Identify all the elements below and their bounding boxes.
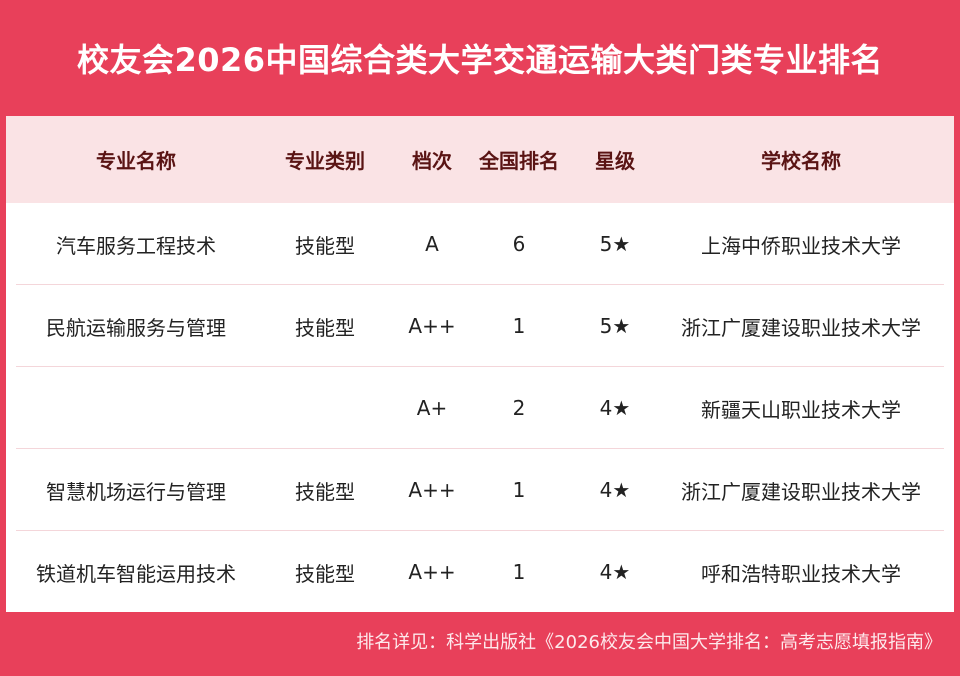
source-note: 排名详见：科学出版社《2026校友会中国大学排名：高考志愿填报指南》 xyxy=(356,632,942,653)
page-title: 校友会2026中国综合类大学交通运输大类门类专业排名 xyxy=(76,41,884,79)
cell-national-rank: 1 xyxy=(512,314,526,338)
cell-major-type: 技能型 xyxy=(295,479,355,504)
cell-grade: A++ xyxy=(408,560,456,584)
row-divider xyxy=(16,284,944,285)
header-national-rank: 全国排名 xyxy=(479,149,559,173)
row-divider xyxy=(16,448,944,449)
cell-major-name: 智慧机场运行与管理 xyxy=(46,479,226,504)
cell-school-name: 浙江广厦建设职业技术大学 xyxy=(681,315,921,340)
cell-major-type: 技能型 xyxy=(295,561,355,586)
row-divider xyxy=(16,530,944,531)
cell-major-name: 汽车服务工程技术 xyxy=(56,233,216,258)
cell-national-rank: 6 xyxy=(512,232,526,256)
cell-major-name: 铁道机车智能运用技术 xyxy=(36,561,236,586)
cell-grade: A++ xyxy=(408,478,456,502)
cell-stars: 5★ xyxy=(599,314,631,338)
cell-stars: 4★ xyxy=(599,478,631,502)
cell-major-type: 技能型 xyxy=(295,233,355,258)
cell-national-rank: 1 xyxy=(512,478,526,502)
cell-school-name: 上海中侨职业技术大学 xyxy=(701,233,901,258)
cell-stars: 4★ xyxy=(599,560,631,584)
row-divider xyxy=(16,366,944,367)
cell-school-name: 浙江广厦建设职业技术大学 xyxy=(681,479,921,504)
cell-major-type: 技能型 xyxy=(295,315,355,340)
cell-stars: 5★ xyxy=(599,232,631,256)
cell-national-rank: 1 xyxy=(512,560,526,584)
table-row: 民航运输服务与管理 技能型 A++ 1 5★ 浙江广厦建设职业技术大学 xyxy=(6,285,954,367)
header-school-name: 学校名称 xyxy=(761,149,841,173)
cell-major-type xyxy=(268,367,382,449)
cell-school-name: 新疆天山职业技术大学 xyxy=(701,397,901,422)
header-major-type: 专业类别 xyxy=(285,149,365,173)
cell-major-name xyxy=(20,367,252,449)
table-row: 铁道机车智能运用技术 技能型 A++ 1 4★ 呼和浩特职业技术大学 xyxy=(6,531,954,613)
cell-school-name: 呼和浩特职业技术大学 xyxy=(701,561,901,586)
header-stars: 星级 xyxy=(595,149,635,173)
cell-major-name: 民航运输服务与管理 xyxy=(46,315,226,340)
table-row: 汽车服务工程技术 技能型 A 6 5★ 上海中侨职业技术大学 xyxy=(6,203,954,285)
header-grade: 档次 xyxy=(412,149,452,173)
cell-stars: 4★ xyxy=(599,396,631,420)
cell-national-rank: 2 xyxy=(512,396,526,420)
cell-grade: A xyxy=(425,232,439,256)
ranking-table: 专业名称 专业类别 档次 全国排名 星级 学校名称 汽车服务工程技术 技能型 A 6 5… xyxy=(6,116,954,612)
cell-grade: A+ xyxy=(416,396,448,420)
table-row: A+ 2 4★ 新疆天山职业技术大学 xyxy=(6,367,954,449)
table-row: 智慧机场运行与管理 技能型 A++ 1 4★ 浙江广厦建设职业技术大学 xyxy=(6,449,954,531)
cell-grade: A++ xyxy=(408,314,456,338)
table-header: 专业名称 专业类别 档次 全国排名 星级 学校名称 xyxy=(6,116,954,203)
header-major-name: 专业名称 xyxy=(96,149,176,173)
